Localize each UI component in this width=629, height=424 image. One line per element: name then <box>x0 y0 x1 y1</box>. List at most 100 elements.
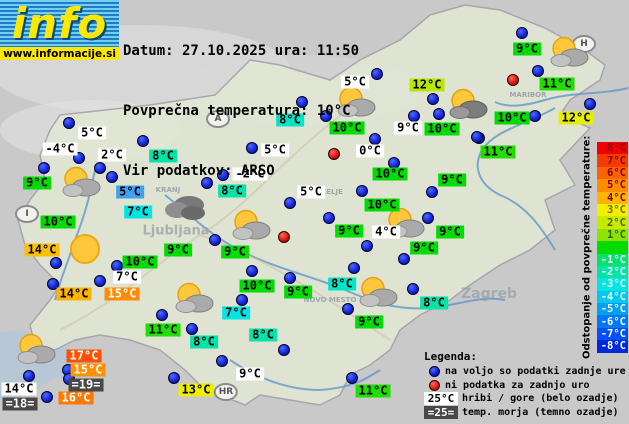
blue-station-dot <box>106 171 118 183</box>
blue-station-dot <box>186 323 198 335</box>
sea-temp-sample-box: =25= <box>424 405 458 419</box>
station-label: -2°C <box>232 167 268 181</box>
blue-station-dot <box>323 212 335 224</box>
station-label: 7°C <box>222 306 250 320</box>
station-label: 14°C <box>1 382 37 396</box>
station-label: -4°C <box>42 142 78 156</box>
red-station-dot <box>278 231 290 243</box>
blue-station-dot <box>50 257 62 269</box>
station-label: 5°C <box>78 126 106 140</box>
city-label: NOVO MESTO <box>303 296 357 304</box>
station-label: 13°C <box>178 383 214 397</box>
station-label: 5°C <box>116 185 144 199</box>
blue-station-dot <box>471 131 483 143</box>
legend-item-nodata: ni podatka za zadnjo uro <box>424 379 626 393</box>
country-marker: A <box>206 110 230 128</box>
temperature-deviation-scale: 8°C 7°C 6°C 5°C 4°C 3°C 2°C 1°C -1°C -2°C -3°C -4°C… <box>597 142 628 353</box>
scale-cell: -1°C <box>597 253 628 266</box>
blue-station-dot <box>94 275 106 287</box>
scale-cell: 8°C <box>597 142 628 155</box>
legend-item-label: temp. morja (temno ozadje) <box>462 406 619 418</box>
station-label: 9°C <box>394 121 422 135</box>
blue-station-dot <box>63 117 75 129</box>
station-label: 0°C <box>356 144 384 158</box>
logo-stripes: info <box>0 0 119 47</box>
blue-station-dot <box>236 294 248 306</box>
station-label: 14°C <box>56 287 92 301</box>
station-label: 8°C <box>149 149 177 163</box>
blue-station-dot <box>342 303 354 315</box>
blue-station-dot <box>398 253 410 265</box>
station-label: 11°C <box>480 145 516 159</box>
weather-sun-icon <box>68 232 102 270</box>
station-label: 7°C <box>124 205 152 219</box>
blue-station-dot <box>356 185 368 197</box>
scale-cell: -6°C <box>597 315 628 328</box>
station-label: 4°C <box>372 225 400 239</box>
scale-cell: -7°C <box>597 327 628 341</box>
weather-partly-icon <box>170 282 216 319</box>
scale-cell: -3°C <box>597 278 628 291</box>
scale-cell <box>597 241 628 254</box>
blue-station-dot <box>584 98 596 110</box>
station-label: 11°C <box>539 77 575 91</box>
blue-station-dot <box>217 169 229 181</box>
scale-cell: 7°C <box>597 154 628 167</box>
station-label: 10°C <box>424 122 460 136</box>
blue-dot-icon <box>429 366 440 378</box>
mountain-sample-box: 25°C <box>424 392 458 406</box>
legend-item-label: na voljo so podatki zadnje ure <box>445 366 626 378</box>
weather-partly-icon <box>354 276 400 313</box>
blue-station-dot <box>320 110 332 122</box>
station-label: 8°C <box>249 328 277 342</box>
station-label: 16°C <box>58 391 94 405</box>
blue-station-dot <box>422 212 434 224</box>
blue-station-dot <box>529 110 541 122</box>
blue-station-dot <box>201 177 213 189</box>
blue-station-dot <box>168 372 180 384</box>
map-header: Datum: 27.10.2025 ura: 11:50 Povprečna t… <box>123 1 359 221</box>
blue-station-dot <box>156 309 168 321</box>
station-label: 7°C <box>113 270 141 284</box>
blue-station-dot <box>296 96 308 108</box>
station-label: 12°C <box>409 78 445 92</box>
weather-partly-icon <box>12 333 58 370</box>
blue-station-dot <box>23 370 35 382</box>
site-logo[interactable]: info www.informacije.si <box>0 0 119 60</box>
station-label: 9°C <box>164 243 192 257</box>
scale-cell: 5°C <box>597 179 628 192</box>
blue-station-dot <box>346 372 358 384</box>
station-label: 5°C <box>341 75 369 89</box>
city-label: MARIBOR <box>509 91 547 99</box>
logo-url-band[interactable]: www.informacije.si <box>0 47 119 60</box>
city-label: Ljubljana <box>142 223 210 239</box>
blue-station-dot <box>427 93 439 105</box>
station-label: 15°C <box>104 287 140 301</box>
blue-station-dot <box>284 197 296 209</box>
station-label: 9°C <box>284 285 312 299</box>
scale-cell: -5°C <box>597 303 628 316</box>
blue-station-dot <box>209 234 221 246</box>
logo-url[interactable]: www.informacije.si <box>3 47 116 60</box>
station-label: 2°C <box>98 148 126 162</box>
blue-station-dot <box>246 265 258 277</box>
country-marker: HR <box>213 383 239 401</box>
station-label: 8°C <box>420 296 448 310</box>
blue-station-dot <box>361 240 373 252</box>
header-avg-temp-line: Povprečna temperatura: 10°C <box>123 103 351 119</box>
blue-station-dot <box>433 108 445 120</box>
city-label: Zagreb <box>460 286 518 302</box>
legend-title: Legenda: <box>424 350 477 363</box>
station-label: 9°C <box>513 42 541 56</box>
station-label: 11°C <box>355 384 391 398</box>
station-label: 11°C <box>145 323 181 337</box>
station-label: 14°C <box>24 243 60 257</box>
blue-station-dot <box>426 186 438 198</box>
scale-cell: -4°C <box>597 290 628 304</box>
station-label: 9°C <box>355 315 383 329</box>
station-label: =18= <box>2 397 38 411</box>
blue-station-dot <box>278 344 290 356</box>
legend-item-label: ni podatka za zadnjo uro <box>445 379 590 391</box>
weather-cloud-icon <box>163 192 207 226</box>
red-dot-icon <box>429 379 440 391</box>
